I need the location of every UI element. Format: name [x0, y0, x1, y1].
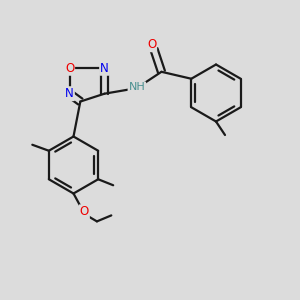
- Text: N: N: [65, 87, 74, 100]
- Text: NH: NH: [128, 82, 145, 92]
- Text: O: O: [80, 205, 89, 218]
- Text: O: O: [147, 38, 156, 51]
- Text: O: O: [65, 62, 74, 75]
- Text: N: N: [100, 62, 109, 75]
